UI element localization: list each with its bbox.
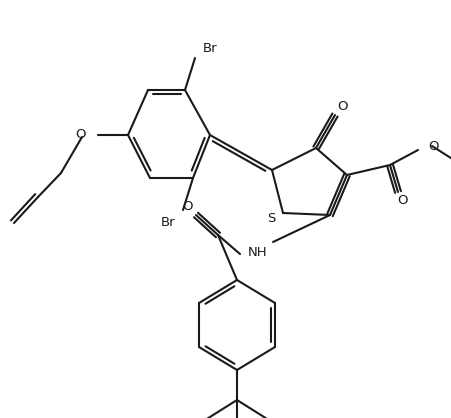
Text: S: S (266, 212, 275, 224)
Text: O: O (337, 100, 347, 114)
Text: Br: Br (202, 41, 217, 54)
Text: O: O (397, 194, 407, 206)
Text: NH: NH (248, 245, 267, 258)
Text: O: O (182, 201, 193, 214)
Text: O: O (75, 128, 86, 142)
Text: O: O (427, 140, 437, 153)
Text: Br: Br (160, 216, 175, 229)
